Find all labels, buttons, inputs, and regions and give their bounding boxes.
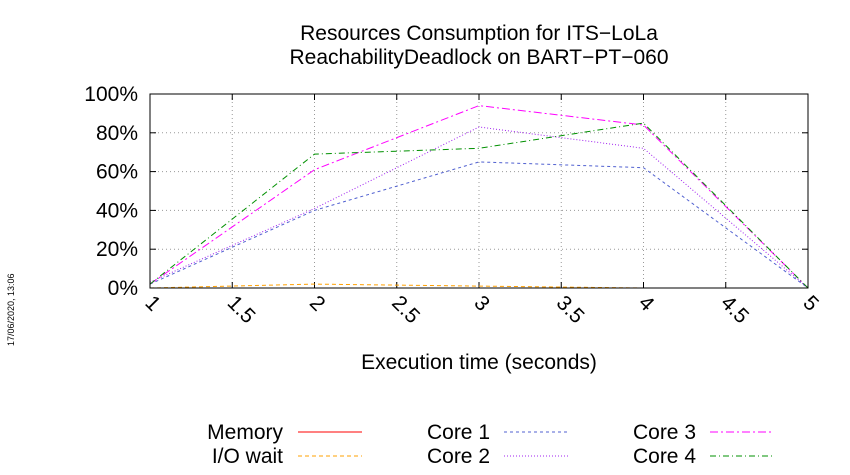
legend-label-core-2: Core 2: [426, 445, 490, 468]
y-tick-label: 20%: [96, 238, 138, 261]
x-tick-label: 3: [469, 291, 494, 316]
legend-label-core-4: Core 4: [632, 445, 696, 468]
chart-title-line-1: Resources Consumption for ITS−LoLa: [300, 22, 658, 45]
y-tick-label: 80%: [96, 122, 138, 145]
y-tick-label: 100%: [84, 83, 138, 106]
x-tick-label: 5: [798, 291, 823, 316]
x-tick-label: 4.5: [716, 291, 753, 328]
legend-label-io-wait: I/O wait: [211, 445, 283, 468]
chart-title-line-2: ReachabilityDeadlock on BART−PT−060: [289, 46, 669, 69]
timestamp: 17/06/2020, 13:06: [6, 273, 16, 346]
legend-samples: [298, 431, 774, 457]
series-line-core-3: [149, 105, 809, 289]
legend-label-core-3: Core 3: [632, 421, 696, 444]
y-tick-label: 60%: [96, 161, 138, 184]
x-tick-label: 3.5: [552, 291, 589, 328]
legend-label-memory: Memory: [207, 421, 283, 444]
legend-label-core-1: Core 1: [426, 421, 490, 444]
series-line-core-2: [149, 126, 809, 289]
x-tick-label: 2.5: [387, 291, 424, 328]
series-line-core-1: [149, 161, 809, 289]
x-axis-label: Execution time (seconds): [361, 351, 597, 374]
y-tick-label: 0%: [108, 277, 138, 300]
x-tick-label: 2: [305, 291, 330, 316]
x-tick-label: 1: [140, 291, 165, 316]
series-line-core-4: [149, 122, 809, 289]
y-tick-label: 40%: [96, 199, 138, 222]
x-tick-label: 4: [634, 291, 659, 316]
axis-ticks: 0% 20% 40% 60% 80% 100% 1 1.5 2 2.5 3 3.5 4 4.5 5: [84, 83, 823, 328]
grid-lines: [150, 94, 808, 288]
x-tick-label: 1.5: [223, 291, 260, 328]
plot-frame: [149, 93, 809, 289]
